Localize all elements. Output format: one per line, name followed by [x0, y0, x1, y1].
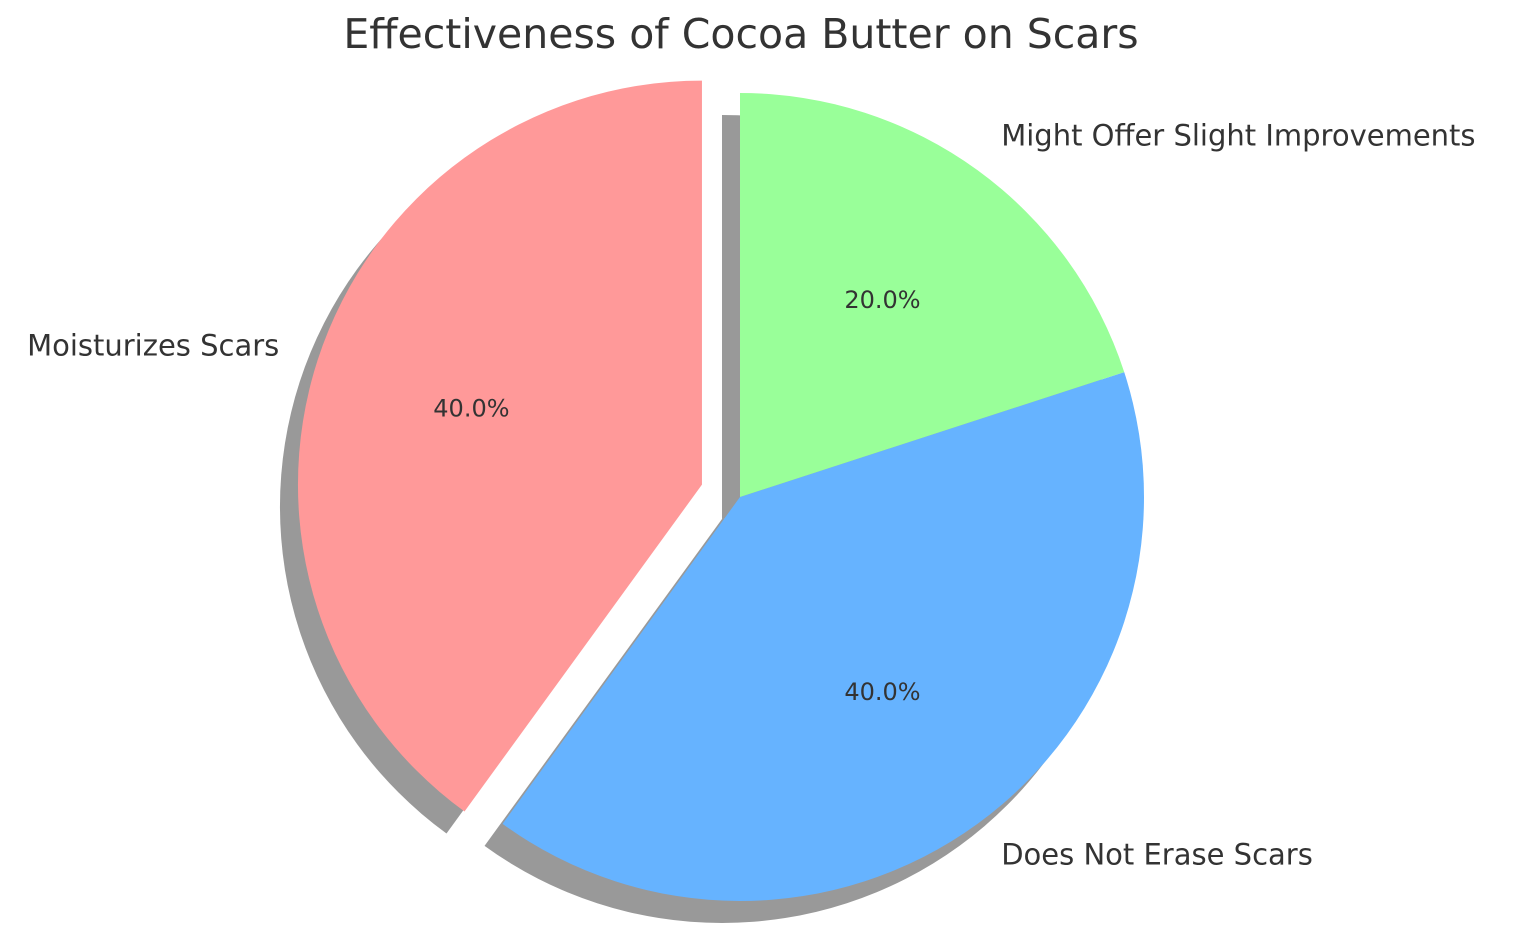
chart-title: Effectiveness of Cocoa Butter on Scars: [343, 10, 1139, 58]
pie-label-layer: Moisturizes Scars 40.0% Does Not Erase Sca…: [27, 118, 1475, 871]
slice-moisturizes-scars: [297, 80, 702, 812]
pie-slice-layer: [297, 80, 1144, 902]
slice-might-offer-slight-improvements: [740, 93, 1125, 497]
slice-label-does-not-erase-scars: Does Not Erase Scars: [1001, 838, 1313, 872]
slice-label-might-offer-slight-improvements: Might Offer Slight Improvements: [1001, 118, 1475, 152]
percent-label-moisturizes-scars: 40.0%: [433, 395, 509, 423]
slice-label-moisturizes-scars: Moisturizes Scars: [27, 328, 279, 362]
percent-label-might-offer-slight-improvements: 20.0%: [844, 286, 920, 314]
slice-does-not-erase-scars: [502, 372, 1144, 902]
percent-label-does-not-erase-scars: 40.0%: [844, 678, 920, 706]
